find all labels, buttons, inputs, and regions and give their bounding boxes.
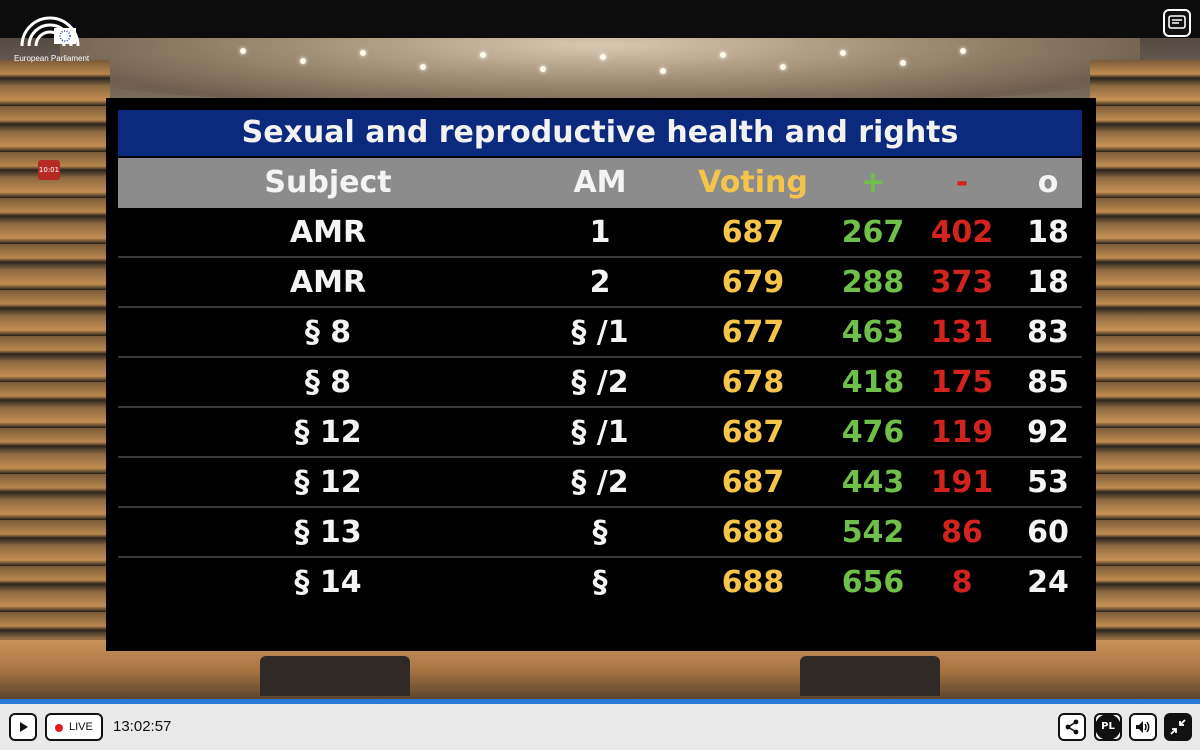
cell-minus: 119 [930,415,994,450]
cell-voting: 677 [721,315,785,350]
cell-voting: 687 [721,465,785,500]
cell-abstain: 92 [1027,415,1069,450]
table-row: § 12 § /2 687 443 191 53 [118,458,1082,508]
table-row: AMR 1 687 267 402 18 [118,208,1082,258]
cell-subject: § 14 [294,565,362,600]
cell-minus: 175 [930,365,994,400]
table-row: § 14 § 688 656 8 24 [118,558,1082,608]
header-plus: + [860,165,886,200]
cell-minus: 373 [930,265,994,300]
cell-am: § /2 [571,465,629,500]
cell-minus: 402 [930,215,994,250]
cell-plus: 476 [841,415,905,450]
hemicycle-ceiling [60,38,1140,108]
cell-abstain: 24 [1027,565,1069,600]
cell-abstain: 18 [1027,265,1069,300]
play-button[interactable] [9,713,37,741]
cell-voting: 678 [721,365,785,400]
volume-icon [1136,721,1150,733]
cell-subject: § 12 [294,415,362,450]
cell-voting: 679 [721,265,785,300]
european-parliament-logo: European Parliament [14,14,89,64]
header-voting: Voting [698,165,808,200]
cell-subject: § 8 [304,365,352,400]
live-button[interactable]: LIVE [45,713,103,741]
cell-am: 1 [589,215,611,250]
cell-abstain: 53 [1027,465,1069,500]
cell-subject: § 13 [294,515,362,550]
cell-minus: 86 [941,515,983,550]
table-body: AMR 1 687 267 402 18 AMR 2 679 288 373 1… [118,208,1082,608]
volume-button[interactable] [1129,713,1157,741]
desk [260,656,410,696]
cell-plus: 656 [841,565,905,600]
cell-voting: 687 [721,215,785,250]
cell-abstain: 60 [1027,515,1069,550]
cell-am: § /1 [571,415,629,450]
table-row: § 12 § /1 687 476 119 92 [118,408,1082,458]
share-icon [1065,719,1079,735]
parliament-hemicycle-icon [20,16,80,47]
live-label: LIVE [69,721,93,733]
cell-plus: 542 [841,515,905,550]
cell-subject: § 8 [304,315,352,350]
desk [800,656,940,696]
header-subject: Subject [264,165,392,200]
cell-plus: 463 [841,315,905,350]
logo-text: European Parliament [14,54,90,63]
cell-voting: 688 [721,515,785,550]
cell-am: § /1 [571,315,629,350]
cell-minus: 8 [951,565,973,600]
cell-plus: 288 [841,265,905,300]
cell-abstain: 85 [1027,365,1069,400]
cell-am: § [592,565,608,600]
cell-am: 2 [589,265,611,300]
hemicycle-seats-left [0,60,110,680]
playback-progress-bar[interactable] [0,699,1200,704]
cell-plus: 418 [841,365,905,400]
cell-minus: 191 [930,465,994,500]
cell-subject: AMR [289,215,367,250]
cell-abstain: 83 [1027,315,1069,350]
table-row: AMR 2 679 288 373 18 [118,258,1082,308]
table-row: § 8 § /2 678 418 175 85 [118,358,1082,408]
header-abstain: o [1037,165,1059,200]
table-row: § 8 § /1 677 463 131 83 [118,308,1082,358]
cell-minus: 131 [930,315,994,350]
video-top-bar [0,0,1200,38]
cell-am: § /2 [571,365,629,400]
cell-am: § [592,515,608,550]
language-button[interactable]: PL [1094,713,1122,741]
play-icon [20,722,28,732]
cell-plus: 267 [841,215,905,250]
header-minus: - [955,165,969,200]
board-title: Sexual and reproductive health and right… [118,110,1082,156]
live-dot-icon [55,724,63,732]
cell-abstain: 18 [1027,215,1069,250]
exit-fullscreen-icon [1170,719,1186,735]
player-controls: LIVE 13:02:57 PL [0,704,1200,750]
cell-subject: § 12 [294,465,362,500]
cell-subject: AMR [289,265,367,300]
table-header: Subject AM Voting + - o [118,158,1082,208]
header-am: AM [573,165,627,200]
cell-plus: 443 [841,465,905,500]
cell-voting: 687 [721,415,785,450]
voting-results-board: Sexual and reproductive health and right… [106,98,1096,651]
wall-clock: 10:01 [38,160,60,180]
subtitles-button[interactable] [1163,9,1191,37]
table-row: § 13 § 688 542 86 60 [118,508,1082,558]
current-time: 13:02:57 [113,718,172,735]
share-button[interactable] [1058,713,1086,741]
cell-voting: 688 [721,565,785,600]
language-icon: PL [1095,714,1121,740]
exit-fullscreen-button[interactable] [1164,713,1192,741]
subtitles-icon [1168,15,1186,29]
hemicycle-seats-right [1090,60,1200,680]
